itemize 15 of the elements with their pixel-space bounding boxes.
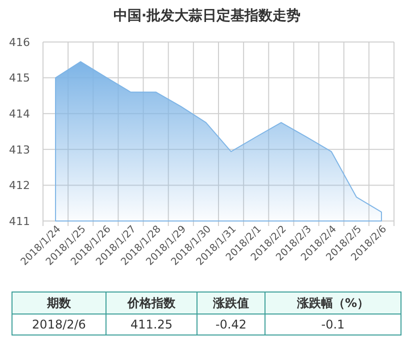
y-tick-label: 415 — [9, 72, 30, 85]
y-tick-label: 414 — [9, 107, 30, 120]
text: 2018/2/6 — [32, 318, 86, 332]
text: 411.25 — [130, 318, 172, 332]
y-tick-label: 416 — [9, 36, 30, 49]
text: 涨跌值 — [212, 296, 249, 310]
chart-title: 中国·批发大蒜日定基指数走势 — [113, 7, 301, 24]
text: -0.42 — [215, 318, 247, 332]
text: 涨跌幅（%） — [296, 296, 370, 310]
y-tick-label: 411 — [9, 214, 30, 228]
y-tick-label: 412 — [9, 179, 30, 192]
text: 价格指数 — [126, 296, 176, 310]
text: -0.1 — [321, 318, 345, 332]
y-tick-label: 413 — [9, 143, 30, 156]
text: 期数 — [46, 296, 72, 310]
